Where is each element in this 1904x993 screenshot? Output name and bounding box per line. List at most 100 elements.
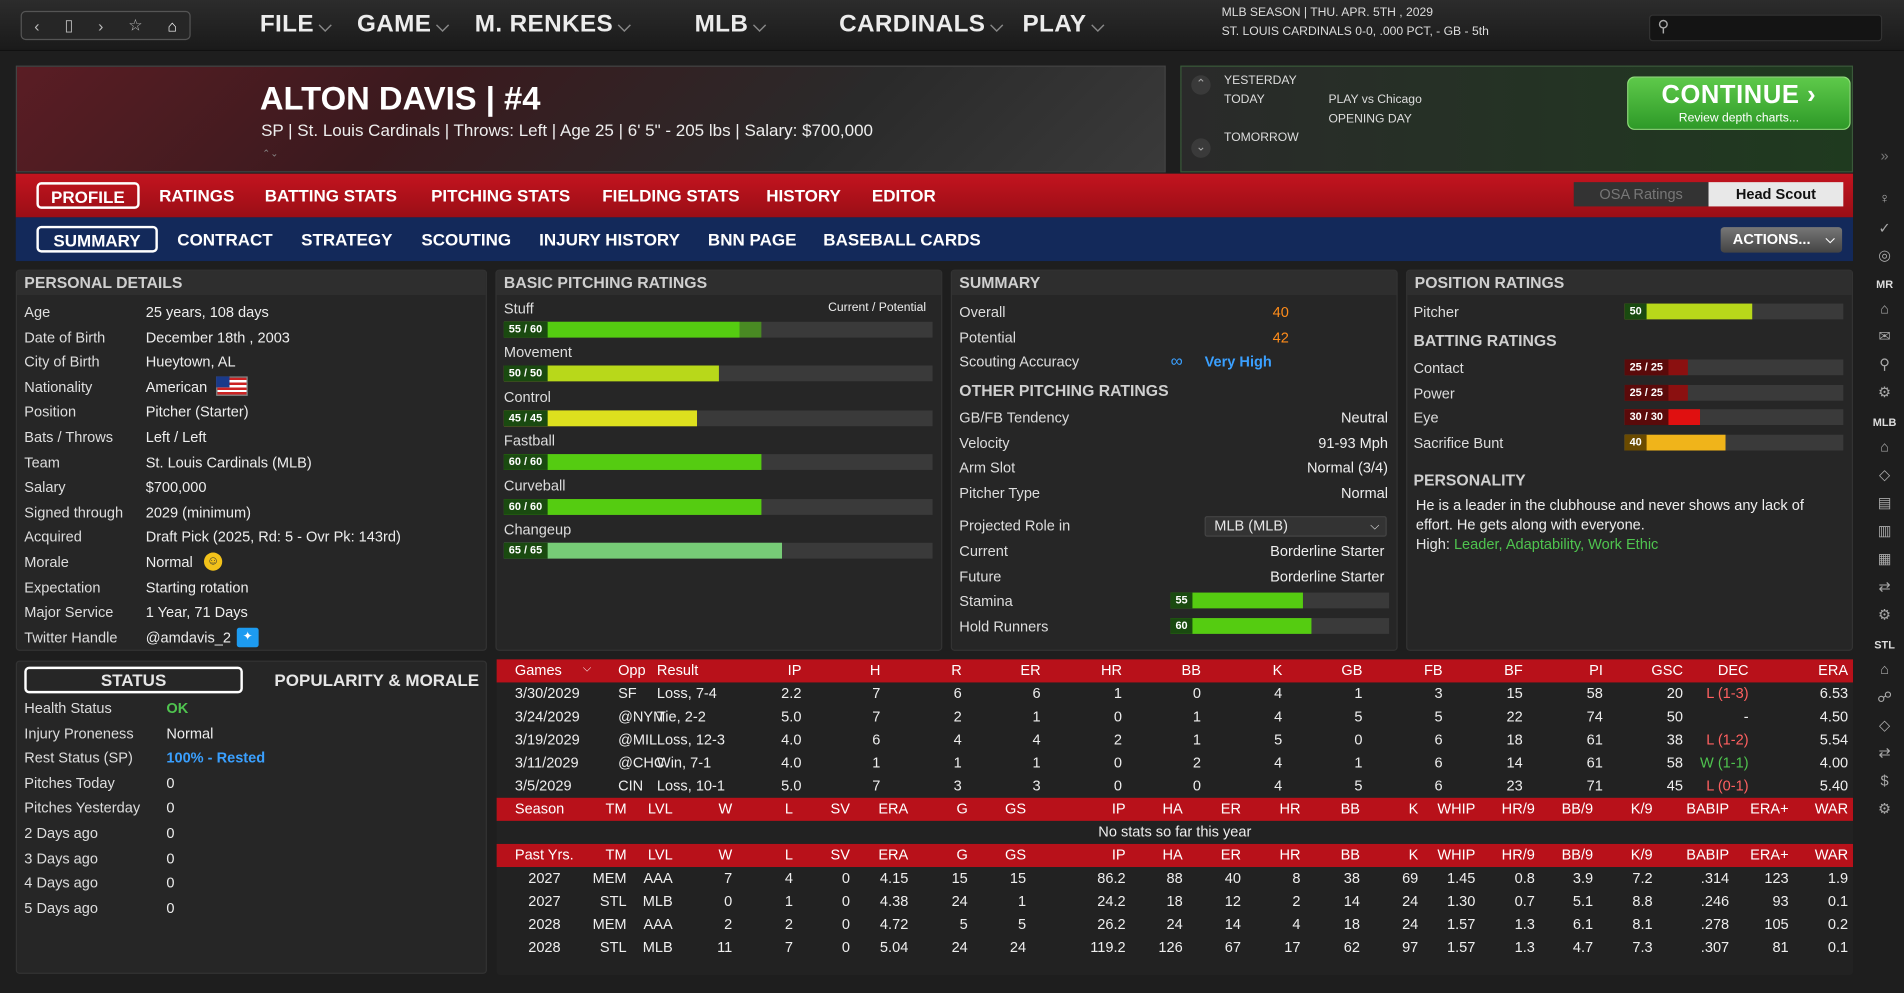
back-icon[interactable]: ‹ [34,16,40,35]
home-icon[interactable]: ⌂ [1880,660,1889,678]
tab-strategy[interactable]: STRATEGY [301,229,393,249]
season-header-cell-0[interactable]: Season [514,800,565,818]
transfer-icon[interactable]: ⇄ [1878,744,1891,762]
past-header-cell-3: W [718,846,733,864]
home-icon[interactable]: ⌂ [167,16,177,35]
tab-history[interactable]: HISTORY [766,185,841,206]
scouting-accuracy-value: Very High [1204,353,1272,371]
tab-editor[interactable]: EDITOR [871,185,936,206]
games-header-cell-0[interactable]: Games [514,661,562,679]
past-header-cell-11: ER [1220,846,1242,864]
chevron-double-right-icon[interactable]: » [1880,146,1889,164]
transfer-icon[interactable]: ⇄ [1878,578,1891,596]
hold-runners-value: 60 [1170,618,1193,634]
search-input[interactable]: ⚲ [1649,14,1883,42]
detail-value-13[interactable]: @amdavis_2 [145,628,231,646]
season-header-cell-14: K [1408,800,1419,818]
rating-name-4: Curveball [503,476,566,494]
detail-label-7: Salary [24,478,66,496]
tab-summary[interactable]: SUMMARY [36,225,158,253]
tab-status[interactable]: STATUS [24,666,243,694]
game-row-0-cell-5: 6 [953,684,962,702]
game-row-4-cell-9: 4 [1274,777,1283,795]
game-row-3-cell-11: 6 [1434,754,1443,772]
chevron-down-icon[interactable]: ⌵ [582,661,592,674]
past-row-0-cell-17: 3.9 [1572,869,1594,887]
sort-arrows-icon[interactable]: ⌃⌄ [262,148,279,160]
season-header-cell-2: LVL [647,800,673,818]
gear-icon[interactable]: ⚙ [1878,383,1892,401]
calendar-icon[interactable]: ▦ [1877,550,1892,568]
chart-icon[interactable]: ▥ [1877,522,1892,540]
tab-fielding-stats[interactable]: FIELDING STATS [602,185,740,206]
menu-file[interactable]: FILE ⌵ [259,10,333,38]
mail-icon[interactable]: ✉ [1878,327,1891,345]
star-icon[interactable]: ☆ [128,15,143,35]
past-header-cell-21: WAR [1814,846,1849,864]
season-header-cell-13: BB [1340,800,1361,818]
gear-icon[interactable]: ⚙ [1878,800,1892,818]
head-scout-button[interactable]: Head Scout [1708,182,1844,207]
batting-rating-name-3: Sacrifice Bunt [1413,434,1504,452]
tab-pitching-stats[interactable]: PITCHING STATS [431,185,571,206]
forward-icon[interactable]: › [98,16,104,35]
chevron-right-icon: › [1807,81,1817,110]
bulb-icon[interactable]: ♀ [1879,189,1891,207]
tab-profile[interactable]: PROFILE [36,182,140,209]
twitter-icon[interactable]: ✦ [236,627,259,648]
games-header-cell-5: R [951,661,962,679]
past-header: Past Yrs. TM LVL W L SV ERA G GS IP HA ER HR BB K WHIP H… [496,843,1854,868]
tab-injury-history[interactable]: INJURY HISTORY [539,229,680,249]
season-header-cell-20: ERA+ [1750,800,1789,818]
game-row-3-cell-2: Win, 7-1 [656,754,712,772]
osa-ratings-button[interactable]: OSA Ratings [1573,182,1709,207]
search-icon[interactable]: ⚲ [1879,355,1890,373]
detail-value-11: Starting rotation [145,578,249,596]
diamond-icon[interactable]: ◇ [1878,466,1891,484]
player-info: SP | St. Louis Cardinals | Throws: Left … [261,120,874,140]
schedule-game[interactable]: PLAY vs Chicago [1328,93,1422,107]
rating-bar-2 [503,410,933,426]
tab-scouting[interactable]: SCOUTING [421,229,512,249]
dollar-icon[interactable]: $ [1880,772,1889,790]
tablet-icon[interactable]: ▯ [64,15,74,35]
overall-value: 40 [1272,303,1289,321]
game-row-1-cell-7: 0 [1113,707,1123,725]
tab-ratings[interactable]: RATINGS [159,185,235,206]
news-icon[interactable]: ▤ [1877,494,1892,512]
check-icon[interactable]: ✓ [1878,219,1891,237]
up-arrow-icon[interactable]: ⌃ [1191,75,1211,95]
past-row-0-cell-3: 7 [724,869,733,887]
globe-icon[interactable]: ◎ [1878,246,1891,264]
games-header-cell-15: DEC [1717,661,1749,679]
tab-contract[interactable]: CONTRACT [177,229,273,249]
projected-role-select[interactable]: MLB (MLB) ⌵ [1204,516,1387,537]
past-row-3-cell-15: 1.57 [1447,938,1476,956]
gear-icon[interactable]: ⚙ [1878,605,1892,623]
game-row-4-cell-15: L (0-1) [1706,777,1749,795]
menu-cardinals[interactable]: CARDINALS ⌵ [839,10,1004,38]
past-row-1-cell-6: 4.38 [879,892,909,910]
game-row-0-cell-6: 6 [1032,684,1041,702]
tab-batting-stats[interactable]: BATTING STATS [264,185,397,206]
continue-button[interactable]: CONTINUE › Review depth charts... [1627,76,1851,130]
tab-popularity-morale[interactable]: POPULARITY & MORALE [274,670,480,690]
past-header-cell-0[interactable]: Past Yrs. [514,846,574,864]
tab-bnn-page[interactable]: BNN PAGE [707,229,797,249]
game-row-1-cell-10: 5 [1354,707,1363,725]
detail-label-11: Expectation [24,578,101,596]
menu-play[interactable]: PLAY ⌵ [1022,10,1105,38]
current-potential-label: Current / Potential [828,301,927,315]
tab-baseball-cards[interactable]: BASEBALL CARDS [823,229,981,249]
menu-manager[interactable]: M. RENKES ⌵ [474,10,632,38]
roster-icon[interactable]: ☍ [1877,688,1892,706]
home-icon[interactable]: ⌂ [1880,299,1889,317]
actions-dropdown[interactable]: ACTIONS... ⌵ [1720,227,1843,253]
menu-mlb[interactable]: MLB ⌵ [694,10,767,38]
home-icon[interactable]: ⌂ [1880,438,1889,456]
menu-game[interactable]: GAME ⌵ [357,10,450,38]
diamond-icon[interactable]: ◇ [1878,716,1891,734]
position-ratings-panel: POSITION RATINGS [1406,269,1854,651]
season-header-cell-15: WHIP [1437,800,1476,818]
down-arrow-icon[interactable]: ⌄ [1191,138,1211,158]
